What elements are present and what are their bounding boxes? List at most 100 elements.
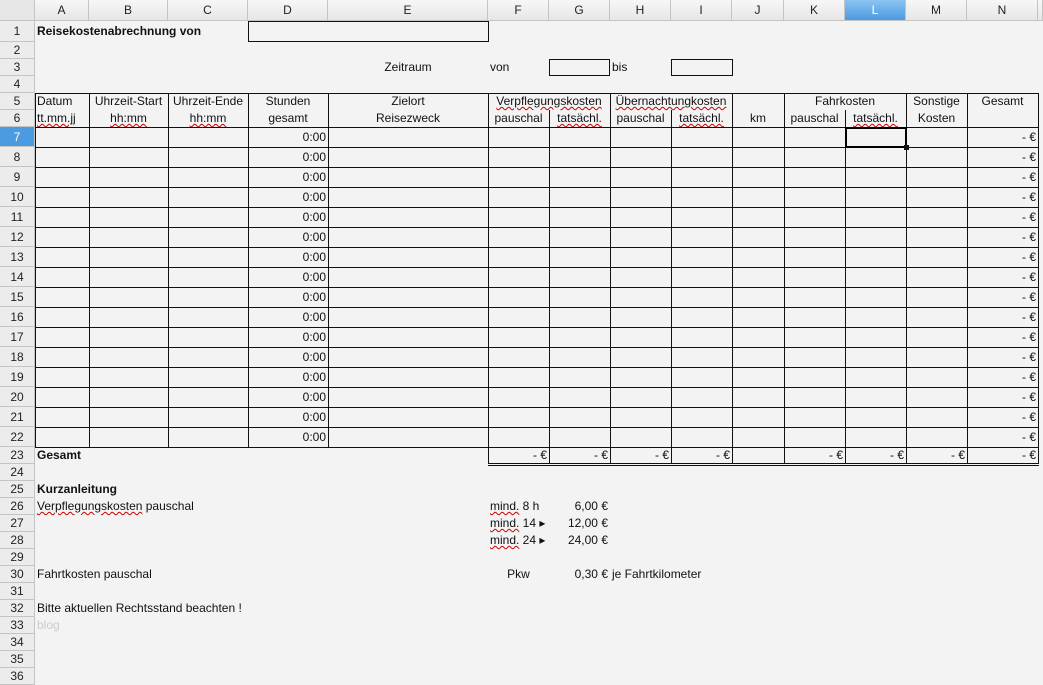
table-cell-G8[interactable] — [549, 147, 610, 167]
table-cell-J13[interactable] — [732, 247, 784, 267]
column-header-J[interactable]: J — [732, 0, 784, 21]
table-cell-L21[interactable] — [845, 407, 906, 427]
table-cell-A8[interactable] — [35, 147, 89, 167]
table-cell-J16[interactable] — [732, 307, 784, 327]
table-cell-C13[interactable] — [168, 247, 248, 267]
row-header-22[interactable]: 22 — [0, 427, 35, 447]
row-header-19[interactable]: 19 — [0, 367, 35, 387]
table-cell-G9[interactable] — [549, 167, 610, 187]
column-header-M[interactable]: M — [906, 0, 967, 21]
table-cell-K14[interactable] — [784, 267, 845, 287]
table-cell-H20[interactable] — [610, 387, 671, 407]
table-cell-C7[interactable] — [168, 127, 248, 147]
table-cell-I9[interactable] — [671, 167, 732, 187]
table-cell-C12[interactable] — [168, 227, 248, 247]
table-cell-E7[interactable] — [328, 127, 488, 147]
table-cell-J19[interactable] — [732, 367, 784, 387]
table-cell-C10[interactable] — [168, 187, 248, 207]
table-cell-G18[interactable] — [549, 347, 610, 367]
row-header-29[interactable]: 29 — [0, 549, 35, 566]
table-cell-K13[interactable] — [784, 247, 845, 267]
table-cell-H15[interactable] — [610, 287, 671, 307]
row-header-10[interactable]: 10 — [0, 187, 35, 207]
table-cell-F20[interactable] — [488, 387, 549, 407]
table-cell-E18[interactable] — [328, 347, 488, 367]
table-cell-A11[interactable] — [35, 207, 89, 227]
table-cell-B18[interactable] — [89, 347, 168, 367]
table-cell-M19[interactable] — [906, 367, 967, 387]
table-cell-H18[interactable] — [610, 347, 671, 367]
table-cell-I12[interactable] — [671, 227, 732, 247]
table-cell-M22[interactable] — [906, 427, 967, 447]
column-header-I[interactable]: I — [671, 0, 732, 21]
row-header-5[interactable]: 5 — [0, 93, 35, 110]
table-cell-J12[interactable] — [732, 227, 784, 247]
table-cell-A9[interactable] — [35, 167, 89, 187]
table-cell-J8[interactable] — [732, 147, 784, 167]
column-header-E[interactable]: E — [328, 0, 488, 21]
table-cell-G22[interactable] — [549, 427, 610, 447]
table-cell-J21[interactable] — [732, 407, 784, 427]
table-cell-J9[interactable] — [732, 167, 784, 187]
table-cell-A13[interactable] — [35, 247, 89, 267]
table-cell-I10[interactable] — [671, 187, 732, 207]
table-cell-F15[interactable] — [488, 287, 549, 307]
table-cell-G7[interactable] — [549, 127, 610, 147]
row-header-31[interactable]: 31 — [0, 583, 35, 600]
row-header-7[interactable]: 7 — [0, 127, 35, 147]
table-cell-A21[interactable] — [35, 407, 89, 427]
column-header-A[interactable]: A — [35, 0, 89, 21]
name-input-box[interactable] — [248, 21, 489, 42]
table-cell-G13[interactable] — [549, 247, 610, 267]
table-cell-K18[interactable] — [784, 347, 845, 367]
table-cell-F8[interactable] — [488, 147, 549, 167]
table-cell-H11[interactable] — [610, 207, 671, 227]
table-cell-B15[interactable] — [89, 287, 168, 307]
table-cell-C18[interactable] — [168, 347, 248, 367]
table-cell-J15[interactable] — [732, 287, 784, 307]
table-cell-A10[interactable] — [35, 187, 89, 207]
table-cell-A14[interactable] — [35, 267, 89, 287]
table-cell-M9[interactable] — [906, 167, 967, 187]
table-cell-A15[interactable] — [35, 287, 89, 307]
column-header-C[interactable]: C — [168, 0, 248, 21]
column-header-G[interactable]: G — [549, 0, 610, 21]
table-cell-B21[interactable] — [89, 407, 168, 427]
column-header-L[interactable]: L — [845, 0, 906, 21]
table-cell-A20[interactable] — [35, 387, 89, 407]
column-header-F[interactable]: F — [488, 0, 549, 21]
table-cell-F13[interactable] — [488, 247, 549, 267]
table-cell-K17[interactable] — [784, 327, 845, 347]
row-header-28[interactable]: 28 — [0, 532, 35, 549]
table-cell-L11[interactable] — [845, 207, 906, 227]
row-header-9[interactable]: 9 — [0, 167, 35, 187]
table-cell-I11[interactable] — [671, 207, 732, 227]
table-cell-J17[interactable] — [732, 327, 784, 347]
row-header-24[interactable]: 24 — [0, 464, 35, 481]
table-cell-C17[interactable] — [168, 327, 248, 347]
table-cell-L14[interactable] — [845, 267, 906, 287]
table-cell-K7[interactable] — [784, 127, 845, 147]
table-cell-I19[interactable] — [671, 367, 732, 387]
table-cell-G17[interactable] — [549, 327, 610, 347]
row-header-14[interactable]: 14 — [0, 267, 35, 287]
table-cell-H19[interactable] — [610, 367, 671, 387]
date-to-input[interactable] — [671, 59, 733, 76]
table-cell-C11[interactable] — [168, 207, 248, 227]
table-cell-G10[interactable] — [549, 187, 610, 207]
row-header-11[interactable]: 11 — [0, 207, 35, 227]
table-cell-L13[interactable] — [845, 247, 906, 267]
table-cell-H9[interactable] — [610, 167, 671, 187]
table-cell-L12[interactable] — [845, 227, 906, 247]
table-cell-K19[interactable] — [784, 367, 845, 387]
table-cell-L20[interactable] — [845, 387, 906, 407]
row-header-1[interactable]: 1 — [0, 21, 35, 42]
table-cell-H16[interactable] — [610, 307, 671, 327]
table-cell-F16[interactable] — [488, 307, 549, 327]
table-cell-C21[interactable] — [168, 407, 248, 427]
active-cell-cursor[interactable] — [845, 127, 907, 148]
table-cell-H22[interactable] — [610, 427, 671, 447]
table-cell-L16[interactable] — [845, 307, 906, 327]
column-header-B[interactable]: B — [89, 0, 168, 21]
table-cell-L9[interactable] — [845, 167, 906, 187]
